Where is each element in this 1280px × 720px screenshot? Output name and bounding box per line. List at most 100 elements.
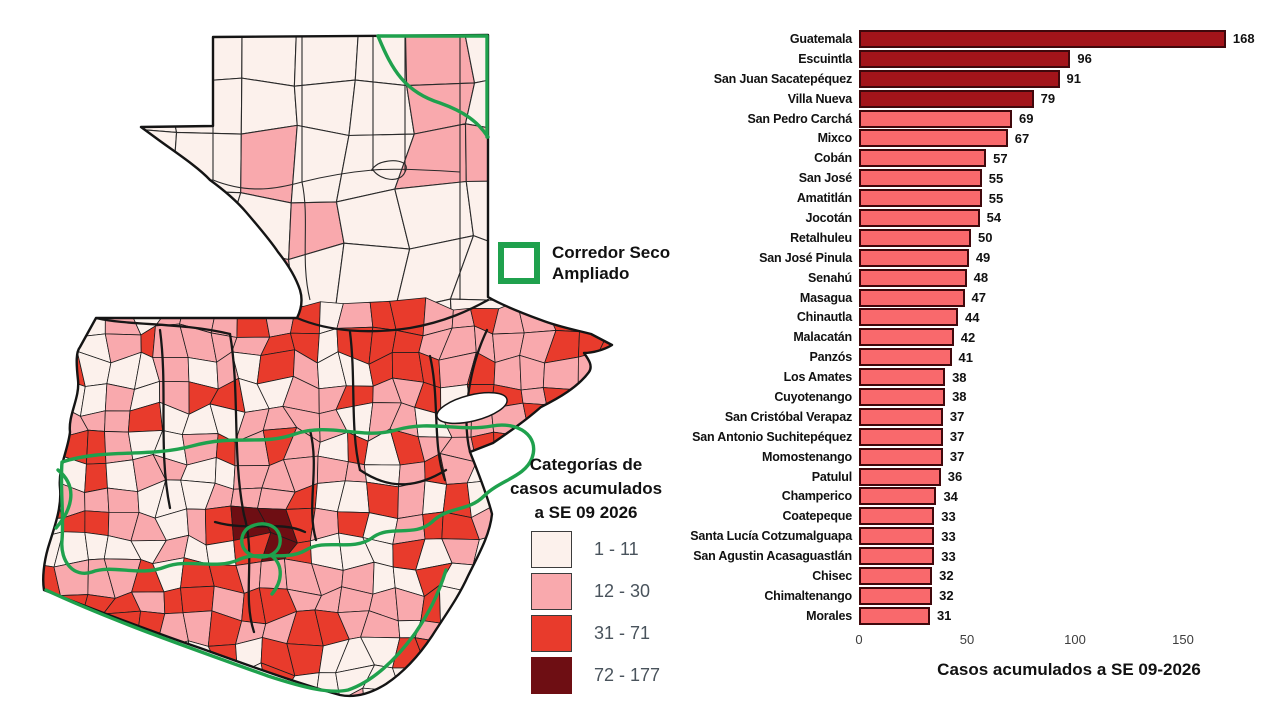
municipality-cell	[315, 700, 340, 719]
municipality-cell	[464, 674, 506, 695]
bar-row: Masagua 47	[640, 288, 1260, 308]
x-axis-tick: 150	[1172, 631, 1194, 647]
bar-label: Chimaltenango	[764, 588, 852, 603]
municipality-cell	[30, 697, 62, 720]
bar-value: 42	[960, 329, 976, 345]
bar-value: 34	[943, 488, 958, 504]
x-axis-tick: 50	[959, 631, 975, 647]
bar-value: 48	[973, 270, 989, 286]
bar-label: Guatemala	[789, 31, 852, 46]
municipality-cell	[422, 480, 447, 515]
municipality-cell	[498, 635, 530, 676]
municipality-cell	[84, 510, 110, 536]
bar	[859, 467, 941, 486]
municipality-cell	[517, 692, 555, 696]
bar-row: Chinautla 44	[640, 307, 1260, 327]
bar	[859, 169, 982, 188]
municipality-cell	[595, 302, 612, 334]
municipality-cell	[522, 402, 547, 442]
bar	[859, 308, 959, 327]
bar-label: Los Amates	[783, 370, 853, 385]
bar-label: Cobán	[814, 151, 852, 166]
municipality-cell	[104, 687, 139, 696]
bar-value: 31	[936, 608, 952, 624]
bar	[859, 566, 933, 585]
bar	[859, 586, 933, 605]
municipality-cell	[418, 692, 454, 696]
municipality-cell	[258, 558, 288, 590]
bar	[859, 129, 1008, 148]
municipality-cell	[110, 180, 177, 246]
bar-row: Champerico 34	[640, 486, 1260, 506]
municipality-cell	[472, 635, 506, 676]
municipality-cell	[171, 190, 242, 248]
municipality-cell	[79, 641, 114, 676]
bar-value: 32	[939, 568, 954, 584]
bar-row: Momostenango 37	[640, 447, 1260, 467]
bar-row: San Cristóbal Verapaz 37	[640, 407, 1260, 427]
bar-label: Champerico	[781, 489, 852, 504]
category-label: 72 - 177	[594, 665, 661, 685]
municipality-cell	[214, 664, 239, 696]
bar-value: 91	[1066, 71, 1082, 87]
bar-value: 33	[941, 528, 956, 544]
bar-row: Amatitlán 55	[640, 188, 1260, 208]
bar-row: Guatemala 168	[640, 29, 1260, 49]
municipality-cell	[241, 35, 298, 87]
municipality-cell	[282, 693, 323, 696]
bar-row: Malacatán 42	[640, 327, 1260, 347]
bar-value: 79	[1040, 91, 1056, 107]
bar-value: 96	[1077, 51, 1092, 67]
municipality-cell	[335, 687, 367, 696]
municipality-cell	[498, 610, 523, 651]
municipality-cell	[43, 437, 60, 456]
bar-value: 38	[952, 389, 967, 405]
municipality-cell	[472, 564, 493, 593]
corridor-label-line2: Ampliado	[552, 264, 630, 283]
municipality-cell	[77, 662, 105, 696]
municipality-cell	[544, 402, 579, 442]
municipality-cell	[43, 403, 57, 440]
municipality-cell	[108, 66, 178, 133]
bar-value: 44	[965, 309, 980, 325]
municipality-cell	[153, 665, 194, 696]
category-swatch	[531, 657, 572, 694]
bar-row: Morales 31	[640, 606, 1260, 626]
bar	[859, 328, 954, 347]
bar-value: 55	[988, 170, 1004, 186]
municipality-cell	[475, 610, 506, 638]
bar	[859, 208, 980, 227]
municipality-cell	[43, 617, 56, 651]
bar-label: Chinautla	[796, 310, 852, 325]
bar-label: Patulul	[811, 469, 852, 484]
municipality-cell	[462, 35, 531, 84]
corridor-swatch	[498, 242, 540, 284]
bar-value: 41	[958, 349, 974, 365]
bar-label: Coatepeque	[782, 509, 852, 524]
bar-value: 37	[949, 449, 965, 465]
bar-row: Escuintla 96	[640, 49, 1260, 69]
category-swatch	[531, 573, 572, 610]
category-legend-row: 31 - 71	[531, 615, 650, 652]
category-label: 31 - 71	[594, 623, 651, 643]
bar	[859, 348, 952, 367]
bar-value: 55	[988, 190, 1004, 206]
category-swatch	[531, 531, 572, 568]
bar-label: San José Pinula	[759, 250, 852, 265]
municipality-cell	[129, 641, 160, 667]
bar-row: Patulul 36	[640, 467, 1260, 487]
municipality-cell	[180, 664, 218, 696]
municipality-cell	[418, 667, 442, 694]
municipality-cell	[598, 330, 612, 352]
bar	[859, 606, 930, 625]
bar-label: San Pedro Carchá	[747, 111, 853, 126]
bar-label: Mixco	[817, 131, 853, 146]
bar-label: Panzós	[809, 350, 852, 365]
bar	[859, 49, 1071, 68]
bar-label: Escuintla	[798, 51, 852, 66]
bar-row: San Agustin Acasaguastlán 33	[640, 546, 1260, 566]
municipality-cell	[153, 688, 187, 696]
bar-row: San Juan Sacatepéquez 91	[640, 69, 1260, 89]
municipality-cell	[597, 405, 612, 437]
bar	[859, 228, 971, 247]
